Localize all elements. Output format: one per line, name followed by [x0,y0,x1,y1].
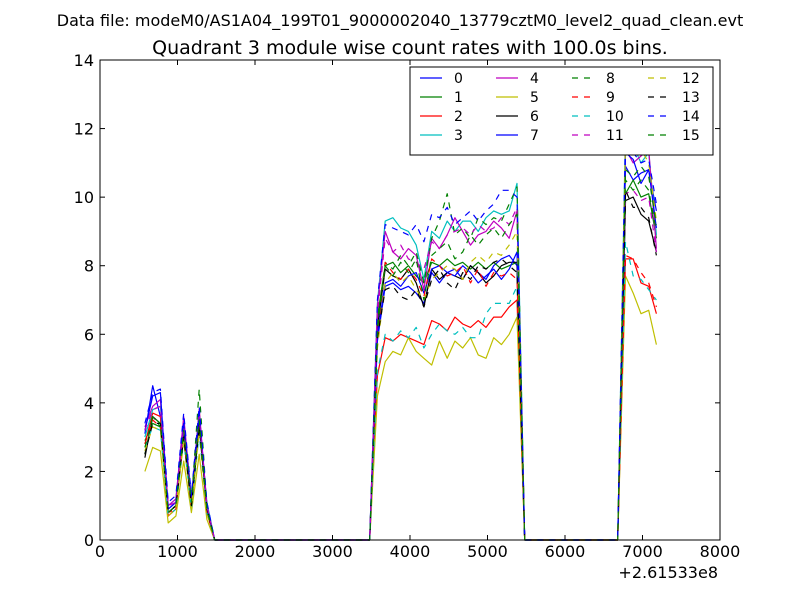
legend-label-1: 1 [454,90,463,106]
series-line-8 [144,179,657,541]
y-tick-label-6: 6 [84,325,94,344]
series-line-9 [144,254,657,541]
series-line-14 [144,134,657,541]
y-tick-label-8: 8 [84,257,94,276]
legend-label-11: 11 [606,128,624,144]
series-line-6 [144,196,657,541]
x-offset-label: +2.61533e8 [618,563,718,582]
legend-label-2: 2 [454,109,463,125]
suptitle: Data file: modeM0/AS1A04_199T01_90000020… [57,11,743,31]
legend-label-15: 15 [682,128,700,144]
legend-label-5: 5 [530,90,539,106]
series-line-15 [144,165,657,541]
y-tick-label-10: 10 [74,188,94,207]
x-tick-label-2000: 2000 [235,542,276,561]
legend-label-3: 3 [454,128,463,144]
series-line-0 [144,165,657,541]
legend-label-13: 13 [682,90,700,106]
series-line-2 [144,258,657,541]
x-tick-label-0: 0 [95,542,105,561]
series-line-10 [144,241,657,541]
plot-lines [144,128,657,541]
series-line-7 [144,152,657,541]
series-line-5 [144,275,657,541]
x-tick-label-1000: 1000 [157,542,198,561]
series-line-11 [144,189,657,541]
legend-label-6: 6 [530,109,539,125]
legend-label-14: 14 [682,109,700,125]
legend-box [409,66,714,156]
x-tick-label-6000: 6000 [545,542,586,561]
axis-ticks: 0 1000 2000 3000 4000 5000 6000 7000 80000246810… [74,51,741,561]
legend-label-12: 12 [682,71,700,87]
legend-label-9: 9 [606,90,615,106]
series-line-13 [144,189,657,541]
x-tick-label-5000: 5000 [467,542,508,561]
legend-label-0: 0 [454,71,463,87]
legend-label-4: 4 [530,71,539,87]
legend-label-10: 10 [606,109,624,125]
y-tick-label-12: 12 [74,120,94,139]
y-tick-label-2: 2 [84,462,94,481]
legend-label-8: 8 [606,71,615,87]
legend-label-7: 7 [530,128,539,144]
x-tick-label-7000: 7000 [622,542,663,561]
series-line-1 [144,179,657,541]
y-tick-label-4: 4 [84,394,94,413]
y-tick-label-0: 0 [84,531,94,550]
series-line-4 [144,148,657,541]
y-tick-label-14: 14 [74,51,94,70]
x-tick-label-3000: 3000 [312,542,353,561]
x-tick-label-4000: 4000 [390,542,431,561]
chart-title: Quadrant 3 module wise count rates with … [152,37,668,59]
x-tick-label-8000: 8000 [700,542,741,561]
